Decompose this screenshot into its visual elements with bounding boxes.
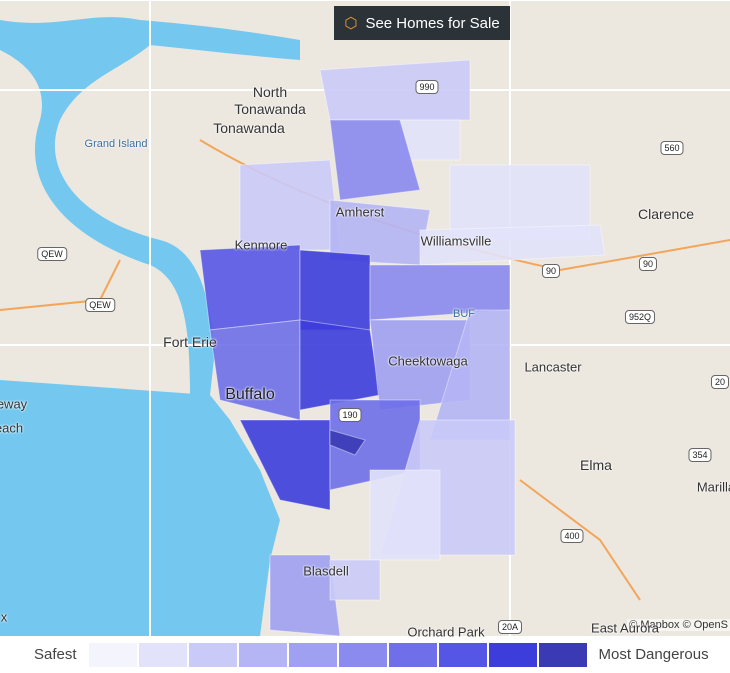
zone: [239, 159, 341, 251]
place-label: Tonawanda: [213, 120, 285, 136]
zone: [299, 319, 381, 411]
place-label: Fort Erie: [163, 334, 217, 350]
place-label: Kenmore: [234, 237, 288, 253]
highway-shield: 90: [541, 264, 561, 278]
legend-swatch: [338, 642, 387, 667]
legend-swatch: [88, 642, 137, 667]
highway-shield: 90: [638, 257, 658, 271]
place-label: Elma: [580, 457, 612, 473]
zone: [369, 469, 441, 561]
zone: [299, 249, 371, 331]
attribution: © Mapbox © OpenS: [627, 619, 730, 631]
place-label: Clarence: [637, 206, 695, 222]
legend-swatch: [488, 642, 537, 667]
highway-shield: 990: [415, 80, 439, 94]
highway-shield: 20A: [497, 620, 523, 634]
highway-shield: 952Q: [624, 310, 656, 324]
place-label: Lancaster: [524, 359, 582, 375]
place-label: eway: [0, 396, 28, 412]
place-label: Grand Island: [84, 138, 148, 150]
legend: Safest Most Dangerous: [0, 636, 730, 673]
zone: [199, 244, 301, 331]
place-label: Blasdell: [303, 563, 349, 579]
legend-swatch: [288, 642, 337, 667]
highway-shield: QEW: [85, 298, 115, 312]
legend-swatch: [388, 642, 437, 667]
crime-zones: [199, 59, 606, 636]
highway-shield: 354: [688, 448, 712, 462]
place-label: BUF: [453, 308, 475, 320]
see-homes-button[interactable]: ⬡ See Homes for Sale: [334, 6, 510, 40]
place-label: Cheektowaga: [388, 353, 468, 369]
place-label: Williamsville: [420, 233, 492, 249]
zone: [419, 224, 606, 266]
place-label: North Tonawanda: [234, 84, 306, 117]
place-label: East Aurora: [591, 620, 659, 636]
highway-shield: 560: [660, 141, 684, 155]
zone: [319, 59, 471, 121]
river: [0, 17, 300, 395]
legend-swatches: [88, 642, 587, 667]
zone: [269, 554, 341, 636]
highway-shield: 400: [560, 529, 584, 543]
zone: [329, 559, 381, 601]
lake: [0, 380, 280, 636]
legend-swatch: [188, 642, 237, 667]
highway-shield: 20: [710, 375, 730, 389]
place-label: Orchard Park: [407, 624, 485, 640]
legend-swatch: [538, 642, 587, 667]
zone: [329, 119, 421, 201]
map: [0, 0, 730, 636]
legend-swatch: [438, 642, 487, 667]
highway-shield: QEW: [37, 247, 67, 261]
place-label: Marilla: [696, 479, 730, 495]
legend-low-label: Safest: [34, 646, 77, 663]
legend-swatch: [138, 642, 187, 667]
button-label: See Homes for Sale: [365, 14, 500, 32]
legend-high-label: Most Dangerous: [598, 646, 709, 663]
zone: [239, 419, 331, 511]
place-label: Buffalo: [225, 386, 275, 403]
highway-shield: 190: [338, 408, 362, 422]
zone: [329, 429, 366, 456]
legend-swatch: [238, 642, 287, 667]
place-label: Amherst: [335, 204, 385, 220]
place-label: x: [0, 609, 8, 625]
place-label: each: [0, 420, 24, 436]
